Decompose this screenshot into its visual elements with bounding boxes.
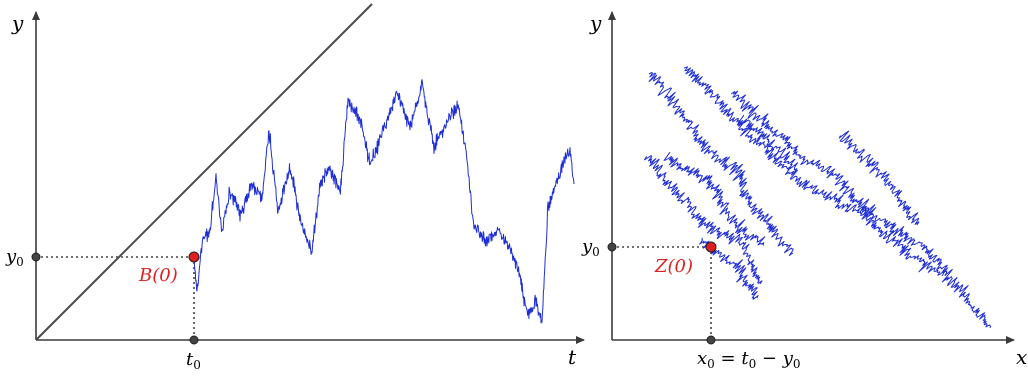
x0-equation-label: x0 = t0 − y0	[697, 348, 801, 371]
path-segment-3	[644, 155, 763, 285]
right-y-axis-label: y	[589, 11, 602, 35]
left-y0-tick	[31, 252, 41, 262]
diagonal-line	[35, 3, 373, 341]
path-segment-1	[683, 66, 949, 277]
t0-label: t0	[186, 349, 201, 372]
right-x0-tick	[706, 335, 716, 345]
z0-label: Z(0)	[654, 256, 693, 277]
path-segment-6	[838, 130, 920, 226]
right-y0-tick	[607, 242, 617, 252]
left-y-axis-label: y	[11, 11, 24, 35]
right-y0-label: y0	[581, 236, 600, 259]
left-y0-label: y0	[5, 246, 24, 269]
right-x-axis-label: x	[1016, 345, 1027, 369]
left-panel: y t y0 t0 B(0)	[5, 3, 585, 372]
left-t0-tick	[189, 335, 199, 345]
z0-point	[705, 241, 717, 253]
left-x-axis-label: t	[568, 345, 577, 369]
path-segment-7	[857, 206, 992, 329]
transformed-path	[644, 66, 992, 329]
brownian-path	[193, 79, 575, 324]
path-segment-8	[737, 114, 799, 173]
b0-point	[188, 251, 200, 263]
b0-label: B(0)	[138, 265, 178, 286]
path-segment-0	[648, 72, 794, 256]
right-panel: y x y0 Z(0) x0 = t0 − y0	[581, 11, 1027, 371]
path-segment-4	[663, 151, 766, 246]
path-segment-2	[730, 90, 877, 217]
